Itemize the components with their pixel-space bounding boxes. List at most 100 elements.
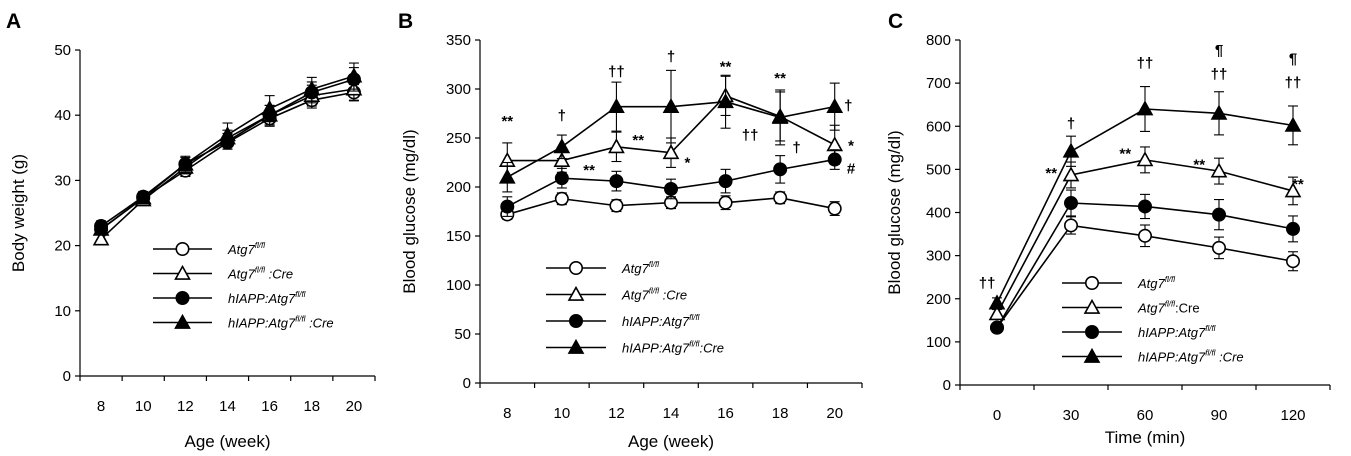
y-axis-label: Body weight (g): [9, 154, 28, 272]
legend-label-superscript: fl/fl: [689, 313, 699, 322]
legend-label-name: hIAPP:Atg7: [622, 341, 690, 356]
data-point: [92, 220, 110, 236]
x-tick-label: 16: [261, 398, 278, 415]
significance-annotation: ¶: [1215, 42, 1223, 59]
y-tick-label: 200: [446, 179, 471, 196]
series-3: [988, 86, 1302, 310]
y-tick-label: 350: [446, 32, 471, 49]
significance-annotation: **: [1045, 165, 1057, 182]
legend-label-name: Atg7: [1137, 301, 1166, 316]
significance-annotation: **: [632, 132, 644, 149]
legend-label-name: Atg7: [621, 288, 650, 303]
series-3: [498, 69, 844, 193]
legend-label-superscript: fl/fl: [295, 290, 305, 299]
legend-label-suffix: :Cre: [699, 341, 724, 356]
panel-label: C: [888, 10, 903, 33]
x-tick-label: 14: [663, 405, 680, 422]
data-point: [261, 100, 279, 116]
legend-label-superscript: fl/fl: [689, 340, 699, 349]
significance-annotation: **: [720, 58, 732, 75]
x-axis-label: Age (week): [628, 432, 714, 451]
data-point: [1064, 218, 1079, 233]
data-point: [498, 168, 516, 184]
data-point: [826, 97, 844, 114]
legend: Atg7fl/flAtg7fl/fl:CrehIAPP:Atg7fl/flhIA…: [1062, 275, 1244, 365]
x-tick-label: 10: [554, 405, 571, 422]
data-point: [988, 305, 1006, 321]
panel-B: B 0 50 100 150 200 250 300 350 8 10 12 14 16 18 20 Age (…: [398, 10, 863, 451]
x-tick-label: 60: [1137, 407, 1154, 424]
legend-marker: [175, 242, 190, 257]
significance-annotation: ¶: [1289, 51, 1297, 68]
data-point: [1284, 182, 1302, 198]
x-axis-label: Age (week): [185, 432, 271, 451]
y-tick-label: 800: [926, 32, 951, 49]
data-point: [1136, 151, 1154, 167]
data-point: [608, 97, 625, 114]
legend-label: Atg7fl/fl: [621, 260, 659, 276]
data-point: [219, 126, 236, 142]
series-3: [92, 62, 363, 236]
legend-label: Atg7fl/fl: [1137, 275, 1175, 291]
y-tick-label: 700: [926, 75, 951, 92]
legend-label-superscript: fl/fl: [649, 260, 659, 269]
series-1: [988, 146, 1302, 321]
significance-annotation: *: [684, 154, 690, 171]
legend-label-superscript: fl/fl: [1205, 349, 1215, 358]
y-tick-label: 30: [54, 172, 71, 189]
data-point: [988, 294, 1006, 310]
significance-annotation: ††: [608, 63, 625, 80]
legend-marker: [567, 285, 585, 301]
data-point: [1062, 166, 1080, 182]
data-point: [554, 191, 569, 206]
legend-label-suffix: :Cre: [1175, 301, 1200, 316]
legend-marker: [568, 313, 583, 328]
data-point: [554, 171, 569, 186]
significance-annotation: **: [1193, 156, 1205, 173]
data-point: [1138, 228, 1153, 243]
data-point: [662, 97, 680, 114]
legend-label-suffix: :Cre: [305, 316, 333, 331]
significance-annotation: ††: [1211, 66, 1228, 83]
data-point: [345, 67, 363, 83]
data-point: [92, 230, 110, 246]
legend-label: hIAPP:Atg7fl/fl :Cre: [228, 315, 334, 331]
significance-annotation: #: [847, 160, 856, 177]
legend-label-name: Atg7: [227, 267, 256, 282]
legend-label-name: Atg7: [227, 242, 256, 257]
data-point: [718, 174, 733, 189]
y-tick-label: 40: [54, 107, 71, 124]
significance-annotation: ††: [1137, 55, 1154, 72]
significance-annotation: **: [501, 113, 513, 130]
significance-annotation: †: [792, 140, 800, 157]
y-tick-label: 100: [446, 277, 471, 294]
significance-annotation: ††: [1285, 74, 1302, 91]
significance-annotation: **: [583, 162, 595, 179]
legend-marker: [175, 290, 190, 305]
y-tick-label: 0: [463, 375, 471, 392]
data-point: [608, 138, 625, 154]
data-point: [1212, 207, 1227, 222]
legend-label: hIAPP:Atg7fl/fl :Cre: [1138, 349, 1244, 365]
legend-label-name: Atg7: [1137, 276, 1166, 291]
data-point: [662, 144, 680, 160]
y-tick-label: 200: [926, 291, 951, 308]
data-point: [717, 93, 734, 109]
y-tick-label: 600: [926, 118, 951, 135]
data-point: [500, 199, 515, 214]
x-tick-label: 8: [97, 398, 105, 415]
significance-annotation: †: [844, 98, 852, 115]
data-point: [1136, 100, 1154, 116]
series-line: [100, 88, 355, 240]
x-tick-label: 10: [135, 398, 152, 415]
y-tick-label: 400: [926, 205, 951, 222]
data-point: [718, 195, 733, 210]
data-point: [553, 138, 571, 154]
y-tick-label: 500: [926, 161, 951, 178]
significance-annotation: **: [1119, 146, 1131, 163]
data-point: [773, 162, 788, 177]
y-tick-label: 50: [454, 326, 471, 343]
legend-label-superscript: fl/fl: [1205, 324, 1215, 333]
x-tick-label: 120: [1280, 407, 1305, 424]
